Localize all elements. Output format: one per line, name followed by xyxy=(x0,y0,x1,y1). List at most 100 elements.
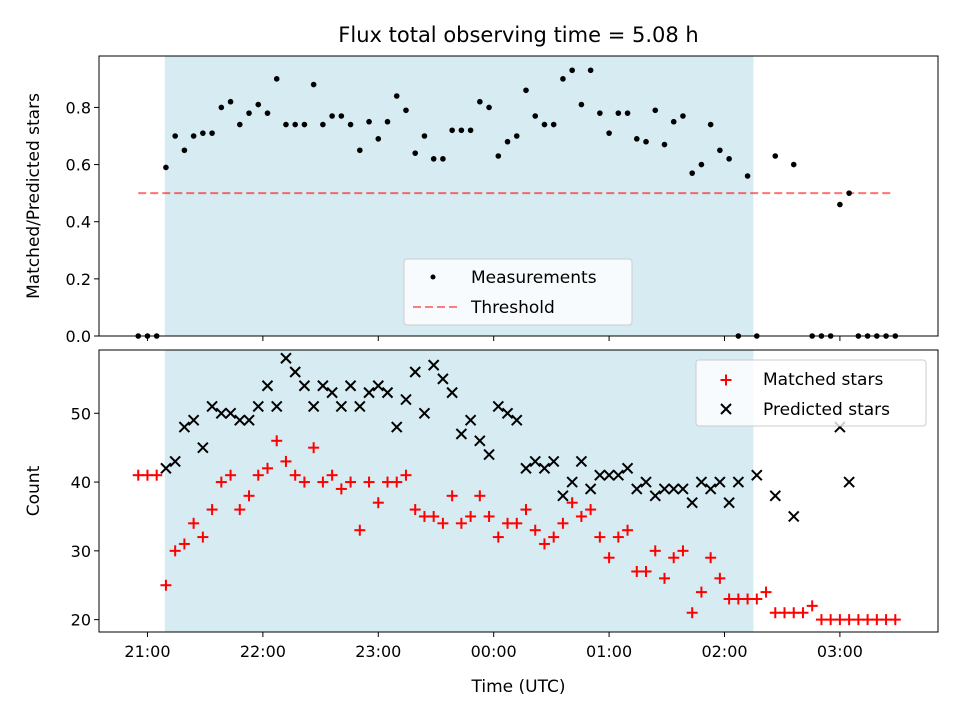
legend-box xyxy=(403,258,633,326)
predicted-star-point xyxy=(538,462,551,475)
measurement-point xyxy=(569,67,575,74)
x-stroke-b xyxy=(372,380,384,392)
y-axis-ticks: 0.0 0.2 0.4 0.6 0.8 xyxy=(66,98,99,346)
matched-star-point xyxy=(335,483,347,495)
matched-star-point xyxy=(197,531,209,543)
matched-star-point xyxy=(308,442,320,454)
matched-star-point xyxy=(271,435,283,447)
x-stroke-b xyxy=(732,476,745,488)
x-stroke-b xyxy=(427,359,440,371)
measurement-point xyxy=(606,130,612,136)
x-tick-label: 00:00 xyxy=(471,642,517,661)
measurement-point xyxy=(837,201,843,208)
measurement-point xyxy=(255,101,262,108)
matched-star-point xyxy=(538,538,550,550)
measurement-point xyxy=(523,87,529,94)
matched-star-point xyxy=(566,497,578,509)
matched-star-point xyxy=(243,490,255,502)
predicted-star-point xyxy=(788,510,800,523)
x-stroke-b xyxy=(271,400,283,413)
measurement-point xyxy=(181,147,188,154)
legend-label-predicted: Predicted stars xyxy=(763,400,890,420)
x-stroke-b xyxy=(307,400,320,413)
measurement-point xyxy=(190,133,197,139)
x-stroke-b xyxy=(326,386,338,399)
predicted-star-point xyxy=(631,483,643,495)
matched-star-point xyxy=(548,531,560,543)
x-stroke-b xyxy=(769,490,781,502)
x-stroke-b xyxy=(511,414,523,426)
matched-star-point xyxy=(686,607,698,619)
x-stroke-b xyxy=(363,386,375,399)
measurement-point xyxy=(301,121,308,128)
matched-star-point xyxy=(714,572,726,584)
measurement-point xyxy=(541,121,548,128)
matched-star-point xyxy=(474,490,486,502)
measurement-point xyxy=(504,138,511,145)
predicted-star-point xyxy=(668,483,680,495)
matched-star-point xyxy=(225,469,237,481)
matched-star-point xyxy=(354,524,366,536)
legend: Measurements Threshold xyxy=(403,258,633,326)
measurement-point xyxy=(587,67,594,74)
x-stroke-b xyxy=(474,435,486,447)
chart-title: Flux total observing time = 5.08 h xyxy=(338,23,698,47)
x-stroke-b xyxy=(289,366,301,378)
predicted-star-point xyxy=(437,373,449,385)
x-stroke-b xyxy=(547,455,560,468)
x-stroke-b xyxy=(483,448,495,461)
x-stroke-b xyxy=(197,441,209,454)
measurement-point xyxy=(320,121,326,128)
predicted-star-point xyxy=(769,490,781,502)
predicted-star-point xyxy=(409,366,421,378)
measurement-point xyxy=(661,141,668,148)
predicted-star-point xyxy=(677,483,689,495)
predicted-star-point xyxy=(298,380,311,392)
matched-star-point xyxy=(880,614,892,626)
predicted-star-point xyxy=(575,455,588,468)
measurement-point xyxy=(597,110,603,116)
measurement-point xyxy=(449,127,455,134)
y-tick-label: 30 xyxy=(71,542,91,561)
count-panel: 20 30 40 50 21:00 22:00 23:00 00:00 01:00 02:00 0… xyxy=(24,349,939,697)
matched-star-point xyxy=(677,545,689,557)
measurement-point xyxy=(846,190,852,196)
matched-star-point xyxy=(788,607,800,619)
measurement-point xyxy=(403,107,409,114)
legend-marker-matched xyxy=(720,374,732,386)
legend-label-measurements: Measurements xyxy=(471,268,597,288)
legend-plus xyxy=(720,374,732,386)
matched-star-point xyxy=(585,504,597,516)
x-stroke-b xyxy=(631,483,643,495)
measurement-point xyxy=(652,107,659,114)
measurement-point xyxy=(366,118,372,125)
matched-star-point xyxy=(658,572,670,584)
predicted-star-point xyxy=(427,359,440,371)
measurement-point xyxy=(615,110,622,116)
predicted-star-point xyxy=(501,407,514,419)
measurement-point xyxy=(680,113,686,119)
measurement-point xyxy=(698,161,705,168)
measurement-point xyxy=(560,76,566,82)
measurement-point xyxy=(209,130,215,136)
x-stroke-b xyxy=(603,469,615,481)
y-tick-label: 0.6 xyxy=(66,156,91,175)
measurement-point xyxy=(495,153,502,159)
measurement-point xyxy=(310,81,317,88)
matched-star-point xyxy=(612,531,624,543)
measurement-point xyxy=(707,121,714,128)
predicted-star-point xyxy=(178,421,191,433)
matched-star-point xyxy=(622,524,634,536)
matched-star-point xyxy=(169,545,181,557)
measurement-point xyxy=(726,156,732,162)
measurement-point xyxy=(163,164,169,171)
matched-star-point xyxy=(834,614,846,626)
x-stroke-b xyxy=(354,400,366,413)
matched-star-point xyxy=(603,552,615,564)
y-tick-label: 40 xyxy=(71,473,91,492)
x-stroke-b xyxy=(391,421,403,433)
matched-star-point xyxy=(483,510,495,522)
x-stroke-b xyxy=(594,469,606,481)
ratio-panel: 0.00.20.40.60.8 Matched/Predicted stars … xyxy=(24,55,939,346)
